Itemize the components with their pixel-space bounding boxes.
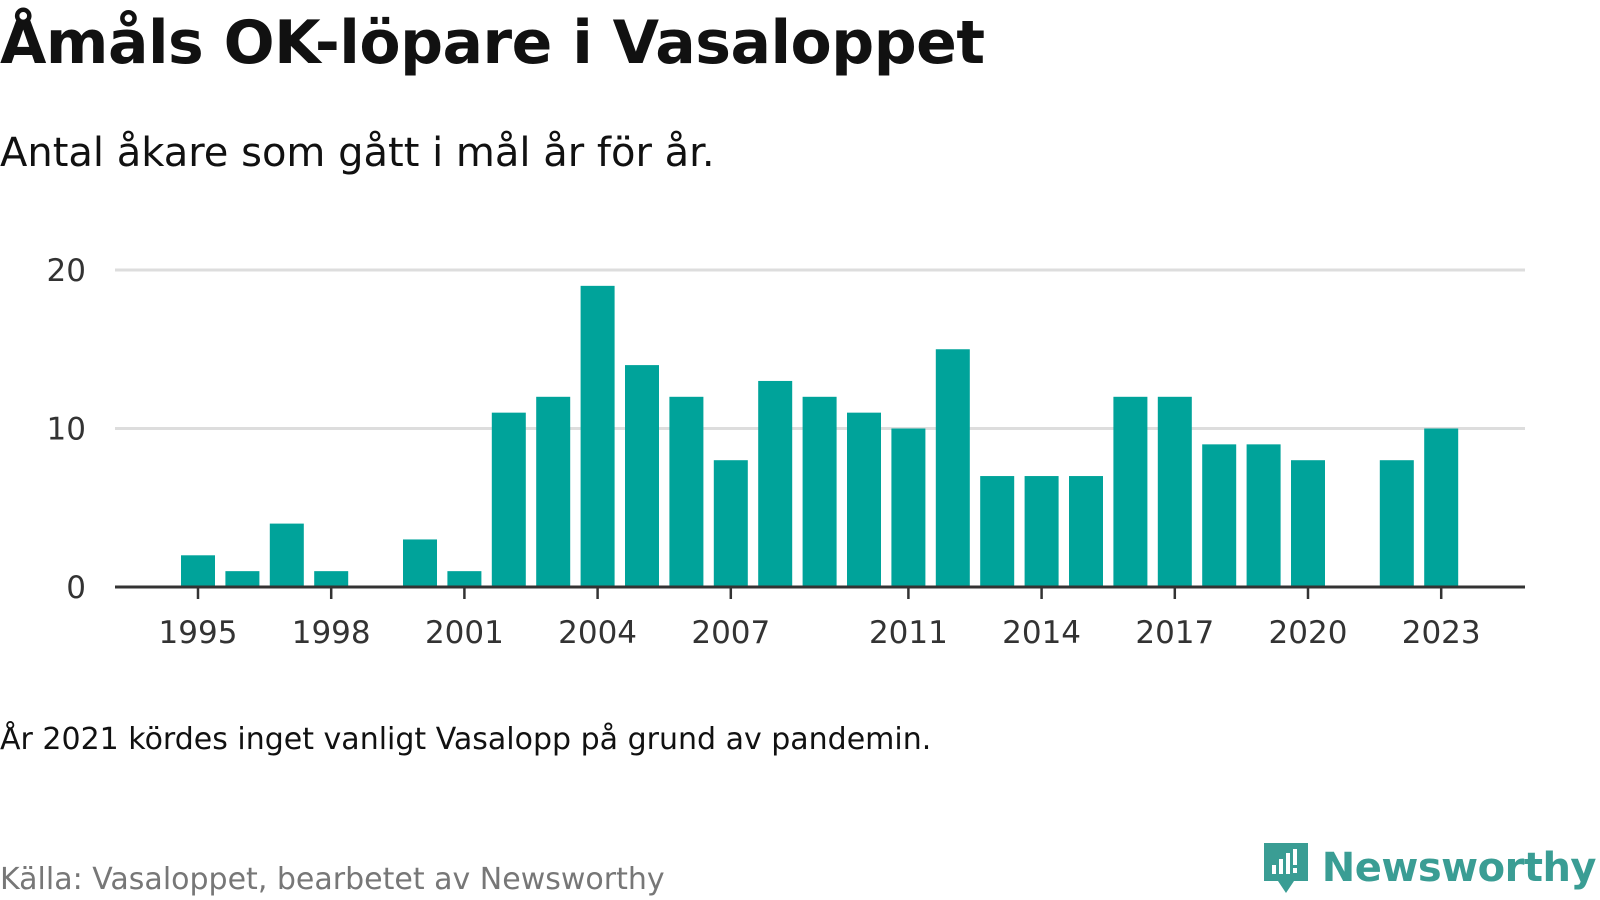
bars [181,285,1459,587]
newsworthy-logo-icon [1263,843,1308,893]
chart-subtitle: Antal åkare som gått i mål år för år. [0,130,715,176]
bar-2017 [1157,396,1192,587]
bar-2010 [847,412,881,587]
x-tick-label-1995: 1995 [159,615,238,651]
bar-2005 [625,365,659,587]
bar-2000 [403,539,437,587]
bar-2013 [980,476,1015,587]
bar-2014 [1024,476,1059,587]
x-tick-label-2011: 2011 [869,615,948,651]
brand-name: Newsworthy [1321,845,1597,891]
tick-labels: 0 10 20 1995 1998 2001 2004 2007 2011 2014 2017 202… [47,253,1481,651]
y-tick-label-0: 0 [66,570,86,606]
y-tick-label-10: 10 [47,412,86,448]
x-tick-label-2001: 2001 [425,615,504,651]
bar-2016 [1113,396,1148,587]
bar-2007 [713,460,748,587]
axes [115,585,1525,599]
bar-2006 [669,396,704,587]
bar-2008 [758,380,793,587]
bar-1998 [314,571,349,587]
x-tick-label-2020: 2020 [1269,615,1348,651]
bar-chart: 0 10 20 1995 1998 2001 2004 2007 2011 2014 2017 202… [47,253,1525,651]
bar-2020 [1291,460,1325,587]
x-tick-label-2014: 2014 [1002,615,1081,651]
chart-source: Källa: Vasaloppet, bearbetet av Newswort… [0,862,665,897]
bar-2023 [1424,428,1459,587]
x-tick-label-2007: 2007 [691,615,770,651]
bar-2011 [891,428,926,587]
bar-2004 [580,285,615,587]
x-tick-label-2004: 2004 [558,615,637,651]
x-tick-label-2023: 2023 [1402,615,1481,651]
bar-2003 [536,396,571,587]
y-tick-label-20: 20 [47,253,86,289]
bar-2015 [1069,476,1103,587]
bar-2001 [447,571,482,587]
bar-1997 [269,523,304,587]
chart-note: År 2021 kördes inget vanligt Vasalopp på… [0,722,932,757]
bar-1996 [225,571,260,587]
bar-2018 [1202,444,1237,587]
bar-2002 [491,412,526,587]
bar-2009 [802,396,837,587]
x-tick-label-1998: 1998 [292,615,371,651]
x-tick-label-2017: 2017 [1135,615,1214,651]
brand-logo[interactable]: Newsworthy [1260,840,1597,896]
bar-2012 [935,349,970,587]
bar-1995 [181,555,215,587]
bar-2019 [1246,444,1281,587]
bar-2022 [1379,460,1414,587]
chart-title: Åmåls OK-löpare i Vasaloppet [0,8,985,78]
